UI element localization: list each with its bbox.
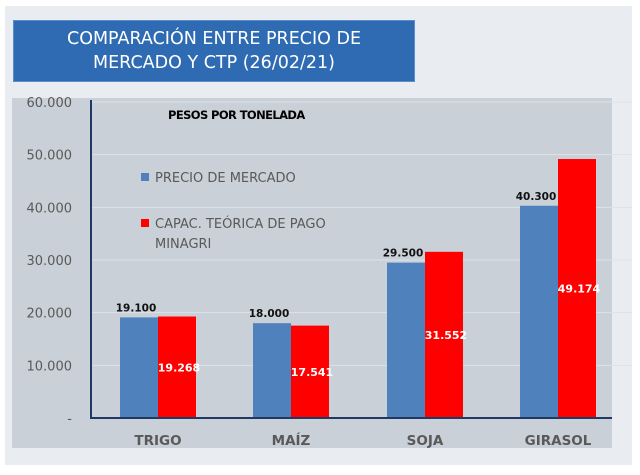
bar-precio-mercado bbox=[253, 323, 291, 418]
bar-capac-teorica bbox=[425, 251, 463, 418]
y-tick-label: 50.000 bbox=[27, 149, 73, 164]
data-label-precio-mercado: 40.300 bbox=[516, 191, 557, 203]
bar-capac-teorica bbox=[558, 159, 596, 418]
x-category-label: GIRASOL bbox=[525, 433, 592, 449]
legend-label-capac-teorica-line2: MINAGRI bbox=[155, 237, 211, 252]
y-axis-ticks: - 10.000 20.000 30.000 40.000 50.000 60.000 bbox=[27, 96, 73, 427]
chart-subtitle: PESOS POR TONELADA bbox=[168, 108, 305, 122]
x-category-label: MAÍZ bbox=[272, 432, 311, 449]
legend: PRECIO DE MERCADO CAPAC. TEÓRICA DE PAGO… bbox=[141, 171, 326, 252]
legend-swatch-capac-teorica bbox=[141, 219, 149, 227]
y-tick-label: - bbox=[67, 412, 72, 427]
data-label-capac-teorica: 19.268 bbox=[158, 361, 200, 374]
y-tick-label: 10.000 bbox=[27, 359, 73, 374]
data-labels: 19.100 19.268 18.000 17.541 29.500 31.552 40.3… bbox=[116, 191, 601, 379]
data-label-capac-teorica: 49.174 bbox=[558, 283, 601, 296]
x-category-label: SOJA bbox=[407, 433, 444, 449]
title-line-2: MERCADO Y CTP (26/02/21) bbox=[93, 53, 335, 73]
title-line-1: COMPARACIÓN ENTRE PRECIO DE bbox=[66, 29, 362, 49]
data-label-precio-mercado: 18.000 bbox=[249, 308, 290, 320]
y-tick-label: 40.000 bbox=[27, 201, 73, 216]
y-tick-label: 20.000 bbox=[27, 307, 73, 322]
bar-capac-teorica bbox=[291, 325, 329, 418]
data-label-capac-teorica: 31.552 bbox=[425, 329, 467, 342]
data-label-precio-mercado: 29.500 bbox=[383, 248, 424, 260]
data-label-capac-teorica: 17.541 bbox=[291, 366, 333, 379]
legend-label-precio-mercado: PRECIO DE MERCADO bbox=[155, 171, 296, 186]
bar-precio-mercado bbox=[120, 317, 158, 418]
data-label-precio-mercado: 19.100 bbox=[116, 302, 157, 314]
x-axis-categories: TRIGO MAÍZ SOJA GIRASOL bbox=[134, 432, 591, 449]
bar-precio-mercado bbox=[387, 262, 425, 418]
bar-capac-teorica bbox=[158, 316, 196, 418]
bar-precio-mercado bbox=[520, 205, 558, 418]
x-category-label: TRIGO bbox=[134, 433, 181, 449]
bars bbox=[120, 159, 596, 418]
y-tick-label: 60.000 bbox=[27, 96, 73, 111]
legend-swatch-precio-mercado bbox=[141, 173, 149, 181]
title-banner: COMPARACIÓN ENTRE PRECIO DE MERCADO Y CT… bbox=[13, 20, 415, 82]
legend-label-capac-teorica-line1: CAPAC. TEÓRICA DE PAGO bbox=[155, 216, 326, 232]
y-tick-label: 30.000 bbox=[27, 254, 73, 269]
